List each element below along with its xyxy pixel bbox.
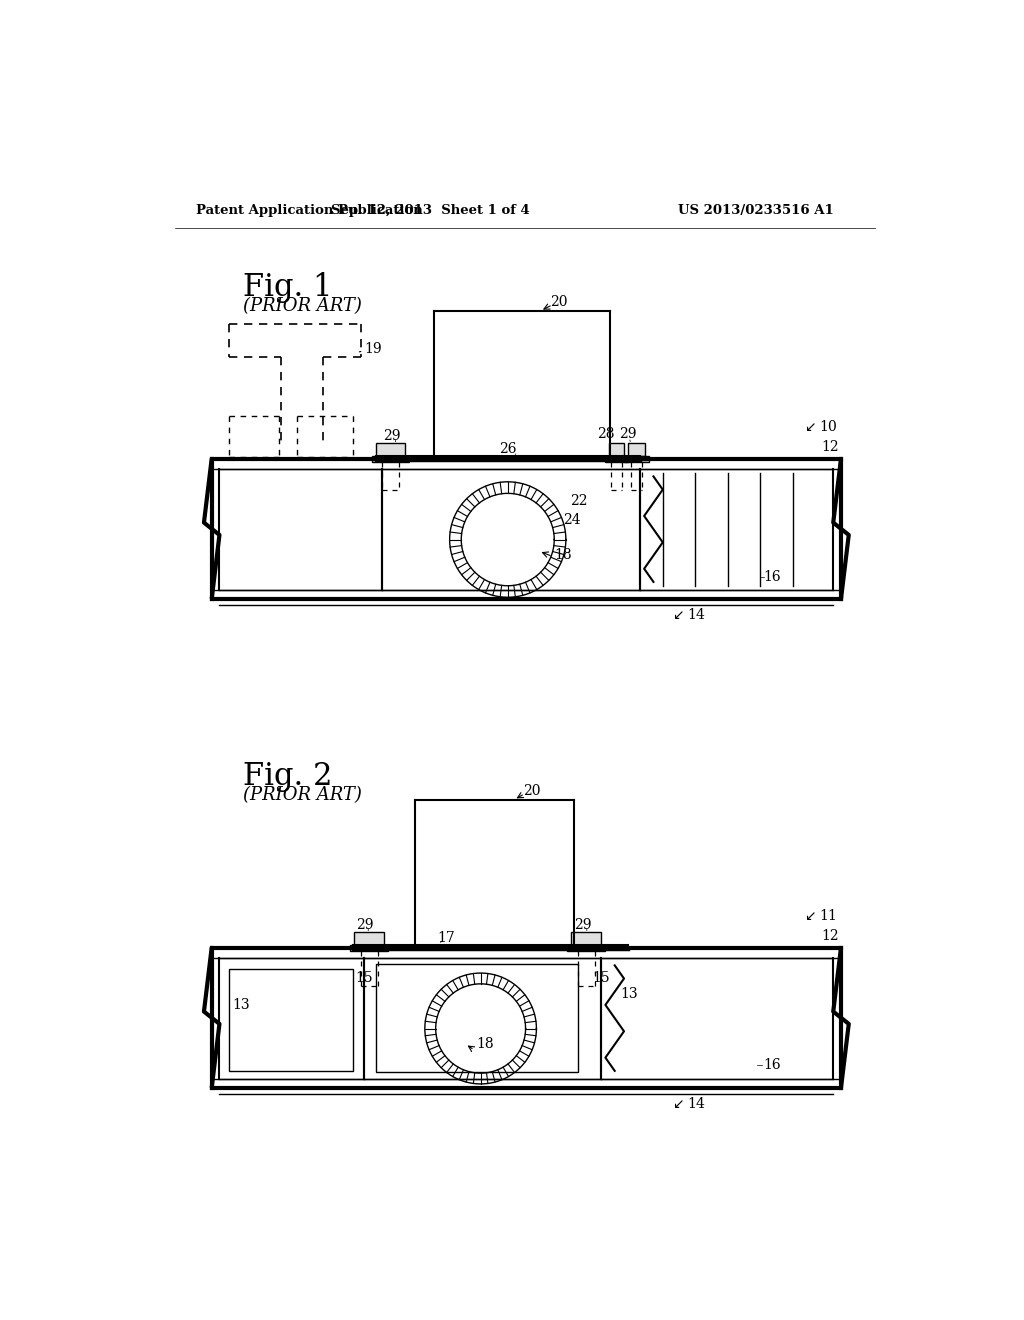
Bar	[228, 969, 352, 1071]
Text: Sep. 12, 2013  Sheet 1 of 4: Sep. 12, 2013 Sheet 1 of 4	[331, 205, 529, 218]
Bar	[376, 964, 578, 1072]
Text: 29: 29	[574, 917, 592, 932]
Text: 17: 17	[437, 932, 455, 945]
Text: Patent Application Publication: Patent Application Publication	[197, 205, 423, 218]
Bar	[608, 444, 624, 455]
Text: 20: 20	[550, 294, 568, 309]
Text: 24: 24	[563, 513, 582, 527]
Bar	[372, 455, 410, 462]
Text: 16: 16	[764, 1059, 781, 1072]
Text: US 2013/0233516 A1: US 2013/0233516 A1	[678, 205, 834, 218]
Text: (PRIOR ART): (PRIOR ART)	[243, 785, 361, 804]
Bar	[376, 444, 406, 455]
Text: 22: 22	[569, 494, 587, 508]
Text: 20: 20	[523, 784, 541, 797]
Bar	[567, 945, 604, 950]
Text: 29: 29	[620, 428, 637, 441]
Bar	[604, 455, 628, 462]
Text: (PRIOR ART): (PRIOR ART)	[243, 297, 361, 315]
Text: 29: 29	[383, 429, 400, 442]
Text: 16: 16	[764, 569, 781, 583]
Text: 19: 19	[365, 342, 382, 355]
Text: 18: 18	[477, 1036, 495, 1051]
Text: 13: 13	[232, 998, 250, 1012]
Text: $\swarrow$11: $\swarrow$11	[802, 908, 837, 923]
Text: 15: 15	[592, 972, 609, 985]
Text: 26: 26	[499, 442, 516, 457]
Bar	[624, 455, 649, 462]
Text: $\swarrow$10: $\swarrow$10	[802, 418, 838, 434]
Text: 13: 13	[621, 987, 638, 1001]
Bar	[628, 444, 645, 455]
Text: 29: 29	[355, 917, 373, 932]
Text: Fig. 2: Fig. 2	[243, 762, 332, 792]
Text: 18: 18	[554, 548, 571, 562]
Bar	[350, 945, 388, 950]
Text: Fig. 1: Fig. 1	[243, 272, 332, 304]
Text: 12: 12	[821, 440, 840, 454]
Text: 15: 15	[355, 972, 373, 985]
Bar	[571, 932, 601, 945]
Text: $\swarrow$14: $\swarrow$14	[671, 1096, 707, 1110]
Text: 12: 12	[821, 929, 840, 942]
Bar	[354, 932, 384, 945]
Text: $\swarrow$14: $\swarrow$14	[671, 607, 707, 622]
Text: 28: 28	[597, 428, 615, 441]
